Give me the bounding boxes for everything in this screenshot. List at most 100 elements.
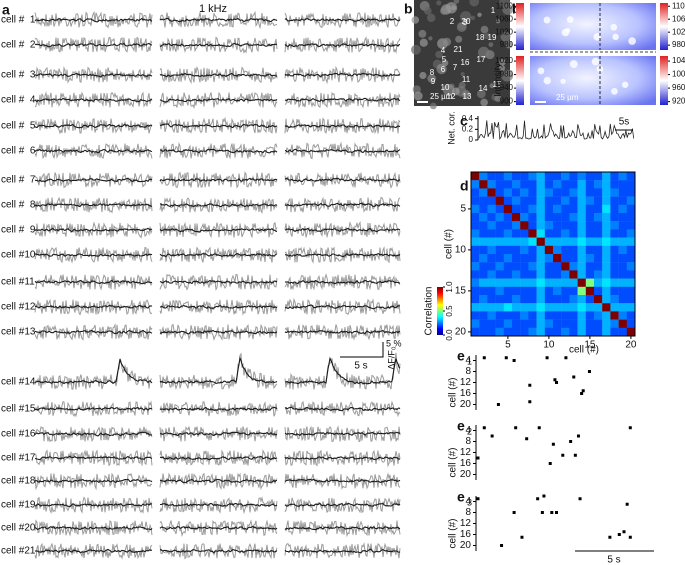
heat-cell <box>569 270 578 279</box>
heat-cell <box>503 278 513 287</box>
cell-blob <box>451 87 460 96</box>
heat-cell <box>536 172 545 181</box>
trace-mean <box>284 148 401 154</box>
heat-cell <box>577 286 586 296</box>
heat-cell <box>495 172 504 181</box>
trace-envelope <box>159 36 278 54</box>
heat-cell <box>569 180 578 189</box>
heat-cell <box>594 229 603 238</box>
heat-cell <box>487 311 496 320</box>
trace-mean <box>284 177 401 183</box>
cell-blob <box>441 59 449 67</box>
spike <box>528 400 532 404</box>
cell-blob <box>428 36 433 41</box>
trace-envelope <box>34 246 153 264</box>
heat-cell <box>520 262 529 271</box>
heat-cell <box>544 278 554 287</box>
heat-cell <box>503 204 513 214</box>
trace-envelope <box>284 297 401 316</box>
heat-cell <box>512 262 521 271</box>
heat-cell <box>512 254 521 263</box>
heat-cell <box>471 319 480 328</box>
heat-cell <box>544 213 554 222</box>
trace-envelope <box>284 12 401 29</box>
heat-cell <box>602 180 611 189</box>
heat-cell <box>471 278 480 287</box>
cell-label: cell #10 <box>1 250 36 261</box>
heat-cell <box>561 319 570 328</box>
panel-sublabel: 3 <box>467 497 472 507</box>
cell-label: cell # 5 <box>1 121 36 132</box>
heat-cell <box>569 221 578 230</box>
heat-cell <box>561 229 570 238</box>
spike <box>553 378 557 382</box>
heat-cell <box>569 172 578 181</box>
cell-number: 19 <box>488 33 497 42</box>
heat-cell <box>503 221 513 230</box>
heat-cell <box>503 172 513 181</box>
heat-cell <box>561 188 570 197</box>
trace-mean <box>34 97 153 103</box>
heat-cell <box>585 254 595 263</box>
heat-cell <box>553 172 562 181</box>
panel-sublabel: 1 <box>467 356 472 366</box>
heat-cell <box>520 303 529 312</box>
cell-label: cell #19 <box>1 500 36 511</box>
heat-cell <box>487 327 496 337</box>
cell-number: 7 <box>453 63 458 72</box>
trace-envelope <box>159 448 278 467</box>
heat-cell <box>495 295 504 304</box>
heat-cell <box>594 270 603 279</box>
heat-cell <box>520 311 529 320</box>
cell-blob <box>460 72 465 77</box>
heat-cell <box>553 311 562 320</box>
heat-cell <box>561 196 570 205</box>
tick-label: 1100 <box>672 1 685 10</box>
heat-cell <box>610 319 619 328</box>
heat-cell <box>561 278 570 287</box>
heat-cell <box>528 229 537 238</box>
trace-mean <box>284 329 400 335</box>
heat-cell <box>544 188 554 197</box>
cell-blob <box>440 7 448 15</box>
heat-cell <box>512 319 521 328</box>
cell-number: 8 <box>430 68 435 77</box>
trace-envelope <box>34 172 153 189</box>
heat-cell <box>528 221 537 230</box>
heat-cell <box>487 213 496 222</box>
y-tick-label: 20 <box>460 540 472 551</box>
trace-mean <box>34 253 153 257</box>
tick-label: 980 <box>500 70 514 79</box>
heat-cell <box>594 196 603 205</box>
heat-cell <box>610 278 619 287</box>
heat-cell <box>479 278 488 287</box>
y-tick-label: 5 <box>460 204 466 215</box>
heat-cell <box>471 270 480 279</box>
heat-cell <box>520 172 529 181</box>
heat-cell <box>536 254 545 263</box>
heat-cell <box>585 327 595 337</box>
heat-cell <box>594 213 603 222</box>
cell-blob <box>499 0 510 8</box>
trace-envelope <box>159 400 278 417</box>
cell-blob <box>470 15 476 21</box>
spike <box>490 434 494 438</box>
heat-cell <box>569 278 578 287</box>
heat-cell <box>553 327 562 337</box>
heat-cell <box>577 254 586 263</box>
trace-mean <box>159 548 278 554</box>
heat-cell <box>594 311 603 320</box>
cell-blob <box>419 38 428 47</box>
heat-cell <box>585 295 595 304</box>
heat-cell <box>626 237 636 246</box>
heat-cell <box>536 311 545 320</box>
spike <box>581 389 585 393</box>
trace-mean <box>159 431 278 437</box>
heat-cell <box>602 319 611 328</box>
panel-title: 1 kHz <box>199 3 227 15</box>
cell-number: 16 <box>461 58 470 67</box>
cell-blob <box>480 98 488 107</box>
heat-cell <box>471 295 480 304</box>
trace-mean <box>284 356 401 385</box>
heat-cell <box>503 327 513 337</box>
